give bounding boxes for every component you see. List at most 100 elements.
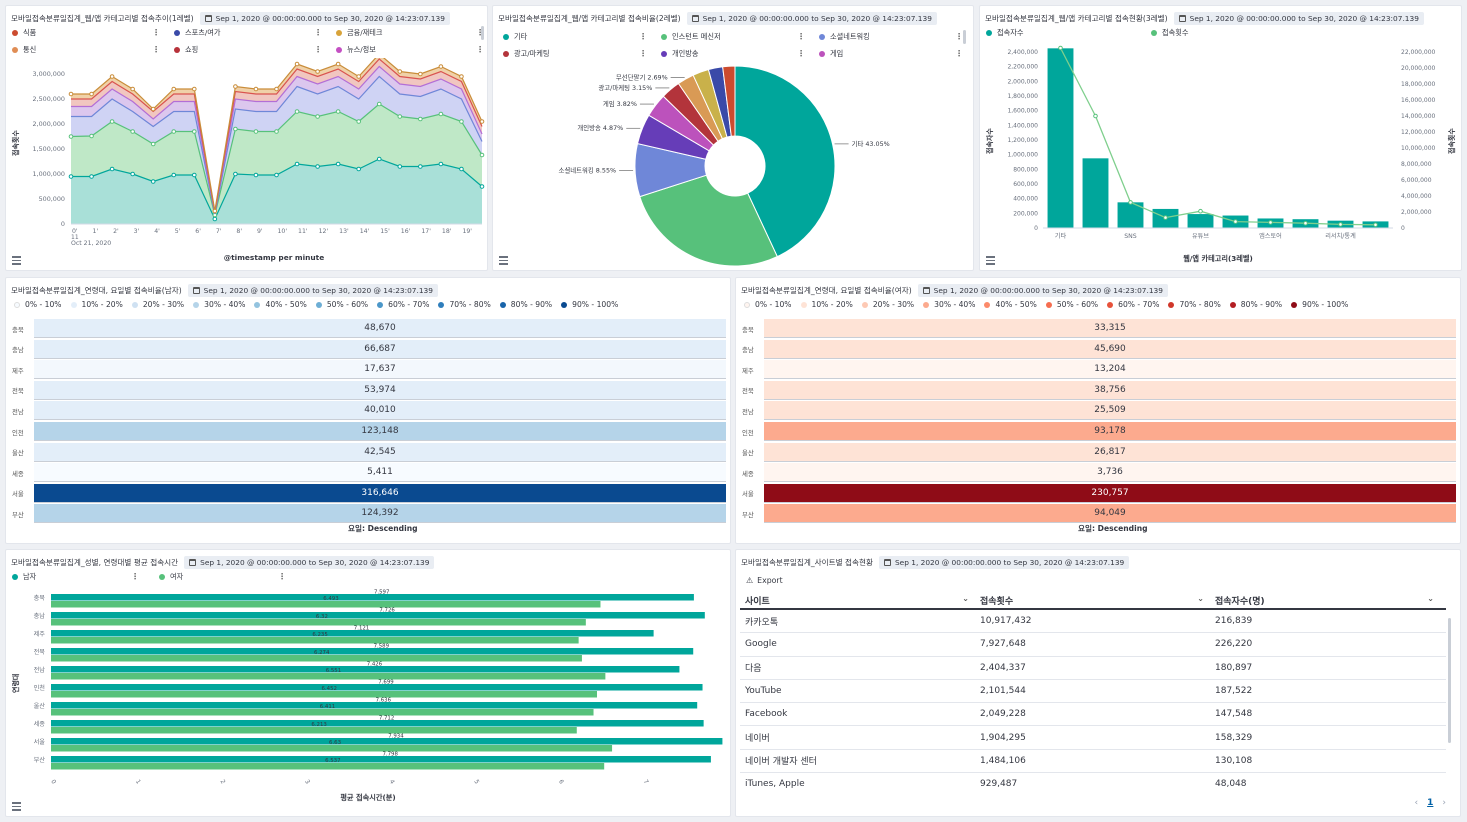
time-range-badge[interactable]: Sep 1, 2020 @ 00:00:00.000 to Sep 30, 20… (184, 555, 435, 569)
legend-item[interactable]: 여자 (159, 572, 183, 582)
legend-menu-icon[interactable]: ⋮ (314, 45, 322, 54)
heat-legend-item[interactable]: 20% - 30% (861, 300, 914, 309)
legend-scrollbar[interactable] (481, 26, 484, 40)
heat-cell[interactable]: 316,646 (34, 483, 726, 503)
heat-cell[interactable]: 45,690 (764, 339, 1456, 359)
heat-legend-item[interactable]: 0% - 10% (744, 300, 792, 309)
heat-cell[interactable]: 5,411 (34, 463, 726, 483)
legend-item[interactable]: 스포츠/여가 (174, 28, 221, 38)
list-icon[interactable] (499, 256, 509, 265)
table-row[interactable]: Facebook 2,049,228 147,548 (740, 703, 1446, 727)
export-button[interactable]: ⚠ Export (746, 576, 783, 585)
prev-page-icon[interactable]: ‹ (1414, 798, 1419, 808)
next-page-icon[interactable]: › (1442, 798, 1446, 808)
heat-cell[interactable]: 3,736 (764, 463, 1456, 483)
heat-legend-item[interactable]: 70% - 80% (1168, 300, 1221, 309)
legend-menu-icon[interactable]: ⋮ (278, 572, 286, 581)
legend-item[interactable]: 통신 (12, 45, 36, 55)
page-number[interactable]: 1 (1427, 798, 1434, 808)
heat-legend-item[interactable]: 30% - 40% (923, 300, 975, 309)
legend-item[interactable]: 접속횟수 (1151, 28, 1188, 38)
legend-menu-icon[interactable]: ⋮ (314, 28, 322, 37)
heat-cell[interactable]: 93,178 (764, 422, 1456, 441)
time-range-badge[interactable]: Sep 1, 2020 @ 00:00:00.000 to Sep 30, 20… (686, 11, 937, 25)
legend-item[interactable]: 쇼핑 (174, 45, 198, 55)
heat-cell[interactable]: 26,817 (764, 442, 1456, 462)
legend-item[interactable]: 개인방송 (661, 49, 698, 59)
heat-cell[interactable]: 123,148 (34, 422, 726, 441)
legend-item[interactable]: 뉴스/정보 (336, 45, 376, 55)
chevron-down-icon[interactable]: ⌄ (962, 593, 969, 603)
heat-legend-item[interactable]: 60% - 70% (1107, 300, 1159, 309)
legend-item[interactable]: 기타 (503, 32, 527, 42)
heat-legend-item[interactable]: 20% - 30% (131, 300, 184, 309)
heat-cell[interactable]: 40,010 (34, 401, 726, 421)
time-range-badge[interactable]: Sep 1, 2020 @ 00:00:00.000 to Sep 30, 20… (199, 11, 450, 25)
table-row[interactable]: 다음 2,404,337 180,897 (740, 657, 1446, 680)
heat-cell[interactable]: 53,974 (34, 380, 726, 400)
legend-menu-icon[interactable]: ⋮ (476, 28, 484, 37)
list-icon[interactable] (12, 802, 22, 811)
table-row[interactable]: Google 7,927,648 226,220 (740, 633, 1446, 657)
legend-scrollbar[interactable] (963, 30, 966, 44)
heat-legend-item[interactable]: 50% - 60% (1045, 300, 1098, 309)
table-row[interactable]: iTunes, Apple 929,487 48,048 (740, 773, 1446, 792)
heat-legend-item[interactable]: 90% - 100% (1291, 300, 1348, 309)
column-header-site[interactable]: 사이트 ⌄ (740, 594, 975, 607)
legend-menu-icon[interactable]: ⋮ (152, 45, 160, 54)
time-range-badge[interactable]: Sep 1, 2020 @ 00:00:00.000 to Sep 30, 20… (187, 283, 438, 297)
heat-legend-item[interactable]: 40% - 50% (984, 300, 1037, 309)
table-row[interactable]: 네이버 1,904,295 158,329 (740, 726, 1446, 750)
legend-item[interactable]: 남자 (12, 572, 36, 582)
legend-item[interactable]: 금융/재테크 (336, 28, 383, 38)
legend-item[interactable]: 소셜네트워킹 (819, 32, 870, 42)
column-header-users[interactable]: 접속자수(명) ⌄ (1210, 594, 1440, 607)
heat-cell[interactable]: 66,687 (34, 339, 726, 359)
list-icon[interactable] (12, 256, 22, 265)
legend-menu-icon[interactable]: ⋮ (152, 28, 160, 37)
legend-menu-icon[interactable]: ⋮ (797, 49, 805, 58)
legend-item[interactable]: 접속자수 (986, 28, 1023, 38)
heat-legend-item[interactable]: 30% - 40% (193, 300, 245, 309)
heat-cell[interactable]: 17,637 (34, 360, 726, 380)
time-range-badge[interactable]: Sep 1, 2020 @ 00:00:00.000 to Sep 30, 20… (878, 555, 1130, 569)
table-row[interactable]: 네이버 개발자 센터 1,484,106 130,108 (740, 750, 1446, 774)
heat-cell[interactable]: 13,204 (764, 360, 1456, 380)
heat-cell[interactable]: 48,670 (34, 319, 726, 338)
table-scrollbar[interactable] (1448, 618, 1451, 743)
legend-menu-icon[interactable]: ⋮ (797, 32, 805, 41)
chevron-down-icon[interactable]: ⌄ (1197, 593, 1204, 603)
heat-legend-item[interactable]: 70% - 80% (438, 300, 491, 309)
heat-legend-item[interactable]: 90% - 100% (561, 300, 618, 309)
heat-legend-item[interactable]: 80% - 90% (499, 300, 552, 309)
time-range-badge[interactable]: Sep 1, 2020 @ 00:00:00.000 to Sep 30, 20… (1173, 11, 1424, 25)
legend-item[interactable]: 광고/마케팅 (503, 49, 550, 59)
heat-legend-item[interactable]: 40% - 50% (254, 300, 307, 309)
heat-legend-item[interactable]: 50% - 60% (315, 300, 368, 309)
heat-legend-item[interactable]: 0% - 10% (14, 300, 62, 309)
legend-menu-icon[interactable]: ⋮ (955, 32, 963, 41)
heat-legend-item[interactable]: 60% - 70% (377, 300, 429, 309)
heat-legend-item[interactable]: 10% - 20% (800, 300, 853, 309)
legend-menu-icon[interactable]: ⋮ (639, 49, 647, 58)
legend-menu-icon[interactable]: ⋮ (955, 49, 963, 58)
heat-cell[interactable]: 38,756 (764, 380, 1456, 400)
list-icon[interactable] (986, 256, 996, 265)
heat-cell[interactable]: 25,509 (764, 401, 1456, 421)
heat-cell[interactable]: 230,757 (764, 483, 1456, 503)
heat-cell[interactable]: 124,392 (34, 504, 726, 524)
legend-menu-icon[interactable]: ⋮ (639, 32, 647, 41)
legend-menu-icon[interactable]: ⋮ (476, 45, 484, 54)
time-range-badge[interactable]: Sep 1, 2020 @ 00:00:00.000 to Sep 30, 20… (917, 283, 1168, 297)
table-row[interactable]: YouTube 2,101,544 187,522 (740, 680, 1446, 704)
column-header-count[interactable]: 접속횟수 ⌄ (975, 594, 1210, 607)
heat-legend-item[interactable]: 80% - 90% (1229, 300, 1282, 309)
table-row[interactable]: 카카오톡 10,917,432 216,839 (740, 610, 1446, 634)
legend-menu-icon[interactable]: ⋮ (131, 572, 139, 581)
legend-item[interactable]: 게임 (819, 49, 843, 59)
chevron-down-icon[interactable]: ⌄ (1427, 593, 1434, 603)
heat-legend-item[interactable]: 10% - 20% (70, 300, 123, 309)
legend-item[interactable]: 식품 (12, 28, 36, 38)
heat-cell[interactable]: 33,315 (764, 319, 1456, 338)
heat-cell[interactable]: 42,545 (34, 442, 726, 462)
